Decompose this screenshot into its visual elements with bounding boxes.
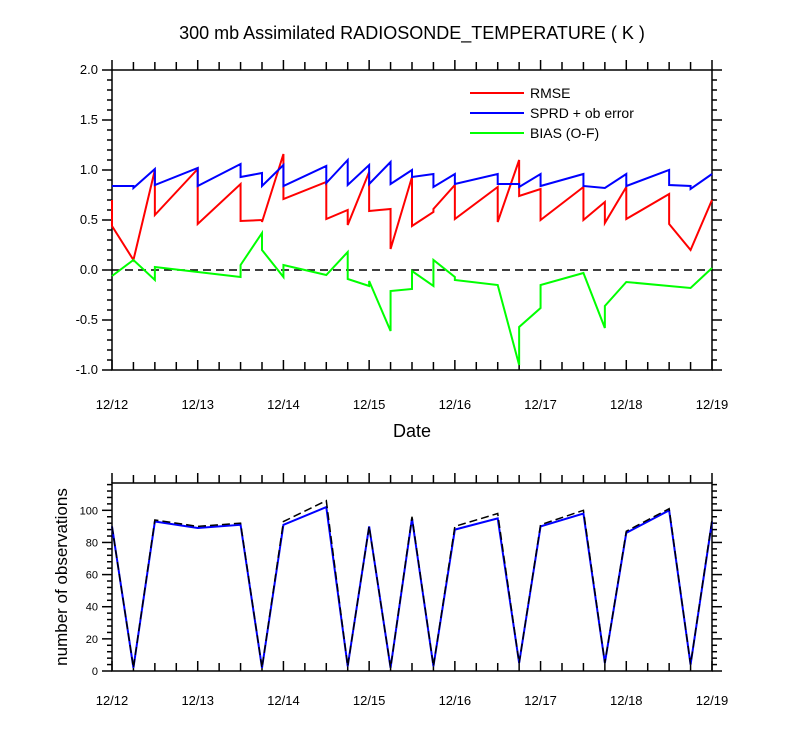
x-tick-label: 12/19 bbox=[696, 693, 729, 708]
y-tick-label: 20 bbox=[86, 634, 98, 646]
bottom-series bbox=[111, 499, 713, 668]
top-plot: 2.01.51.00.50.0-0.5-1.0 12/12 12/13 12/14 1… bbox=[76, 60, 729, 441]
top-chart-title: 300 mb Assimilated RADIOSONDE_TEMPERATUR… bbox=[179, 23, 645, 44]
bottom-plot-frame bbox=[111, 482, 713, 672]
x-tick-label: 12/15 bbox=[353, 397, 386, 412]
top-x-tick-labels: 12/12 12/13 12/14 12/15 12/16 12/17 12/18 12/19 bbox=[96, 397, 729, 412]
y-tick-label: 0 bbox=[92, 666, 98, 678]
y-tick-label: -0.5 bbox=[76, 312, 98, 327]
y-tick-label: 1.0 bbox=[80, 162, 98, 177]
y-tick-label: 40 bbox=[86, 602, 98, 614]
x-tick-label: 12/19 bbox=[696, 397, 729, 412]
top-y-tick-labels: 2.0 1.5 1.0 0.5 0.0 -0.5 -1.0 bbox=[76, 62, 98, 377]
legend: RMSE SPRD + ob error BIAS (O-F) bbox=[470, 85, 634, 141]
x-tick-label: 12/15 bbox=[353, 693, 386, 708]
y-tick-label: 2.0 bbox=[80, 62, 98, 77]
legend-label-rmse: RMSE bbox=[530, 85, 570, 101]
series-line-sprd-ob-error bbox=[112, 157, 713, 191]
y-tick-label: 0.5 bbox=[80, 212, 98, 227]
y-tick-label: 60 bbox=[86, 570, 98, 582]
y-tick-label: -1.0 bbox=[76, 362, 98, 377]
top-x-axis-title: Date bbox=[393, 421, 431, 441]
series-line-bias-o-f bbox=[111, 229, 713, 366]
bottom-y-tick-labels: 100 80 60 40 20 0 bbox=[80, 505, 98, 678]
bottom-x-tick-labels: 12/12 12/13 12/14 12/15 12/16 12/17 12/18 12/19 bbox=[96, 693, 729, 708]
x-tick-label: 12/12 bbox=[96, 693, 129, 708]
x-tick-label: 12/16 bbox=[439, 397, 472, 412]
x-tick-label: 12/16 bbox=[439, 693, 472, 708]
x-tick-label: 12/18 bbox=[610, 397, 643, 412]
legend-label-sprd: SPRD + ob error bbox=[530, 105, 634, 121]
x-tick-label: 12/12 bbox=[96, 397, 129, 412]
x-tick-label: 12/14 bbox=[267, 397, 300, 412]
series-line-observations-possible bbox=[111, 499, 713, 668]
y-tick-label: 1.5 bbox=[80, 112, 98, 127]
x-tick-label: 12/14 bbox=[267, 693, 300, 708]
x-tick-label: 12/17 bbox=[524, 397, 557, 412]
bottom-ticks bbox=[102, 473, 722, 672]
x-tick-label: 12/17 bbox=[524, 693, 557, 708]
series-line-observations-used bbox=[111, 505, 713, 668]
top-series bbox=[111, 153, 713, 366]
bottom-y-axis-title: number of observations bbox=[52, 488, 71, 666]
x-tick-label: 12/13 bbox=[181, 693, 214, 708]
x-tick-label: 12/13 bbox=[181, 397, 214, 412]
legend-label-bias: BIAS (O-F) bbox=[530, 125, 599, 141]
y-tick-label: 0.0 bbox=[80, 262, 98, 277]
y-tick-label: 80 bbox=[86, 537, 98, 549]
top-ticks bbox=[102, 60, 722, 371]
x-tick-label: 12/18 bbox=[610, 693, 643, 708]
y-tick-label: 100 bbox=[80, 505, 98, 517]
